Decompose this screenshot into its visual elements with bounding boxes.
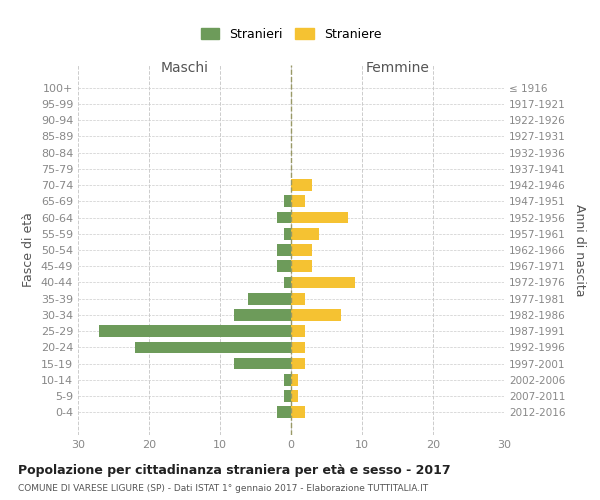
Bar xyxy=(291,293,305,304)
Bar xyxy=(248,293,291,304)
Bar xyxy=(284,390,291,402)
Bar xyxy=(291,276,355,288)
Legend: Stranieri, Straniere: Stranieri, Straniere xyxy=(196,23,386,46)
Bar xyxy=(291,212,348,224)
Bar xyxy=(291,390,298,402)
Bar xyxy=(234,358,291,370)
Bar xyxy=(291,244,313,256)
Bar xyxy=(277,260,291,272)
Text: Femmine: Femmine xyxy=(365,60,430,74)
Bar xyxy=(284,276,291,288)
Bar xyxy=(277,212,291,224)
Bar xyxy=(277,244,291,256)
Y-axis label: Anni di nascita: Anni di nascita xyxy=(572,204,586,296)
Bar xyxy=(291,228,319,239)
Text: Maschi: Maschi xyxy=(161,60,209,74)
Bar xyxy=(291,326,305,337)
Bar xyxy=(284,228,291,239)
Bar xyxy=(291,260,313,272)
Bar xyxy=(291,406,305,418)
Text: Popolazione per cittadinanza straniera per età e sesso - 2017: Popolazione per cittadinanza straniera p… xyxy=(18,464,451,477)
Y-axis label: Fasce di età: Fasce di età xyxy=(22,212,35,288)
Bar xyxy=(291,179,313,191)
Bar xyxy=(291,374,298,386)
Bar xyxy=(284,374,291,386)
Bar xyxy=(277,406,291,418)
Bar xyxy=(100,326,291,337)
Bar xyxy=(291,358,305,370)
Bar xyxy=(284,196,291,207)
Bar xyxy=(291,196,305,207)
Bar xyxy=(234,309,291,321)
Bar xyxy=(135,342,291,353)
Text: COMUNE DI VARESE LIGURE (SP) - Dati ISTAT 1° gennaio 2017 - Elaborazione TUTTITA: COMUNE DI VARESE LIGURE (SP) - Dati ISTA… xyxy=(18,484,428,493)
Bar xyxy=(291,342,305,353)
Bar xyxy=(291,309,341,321)
